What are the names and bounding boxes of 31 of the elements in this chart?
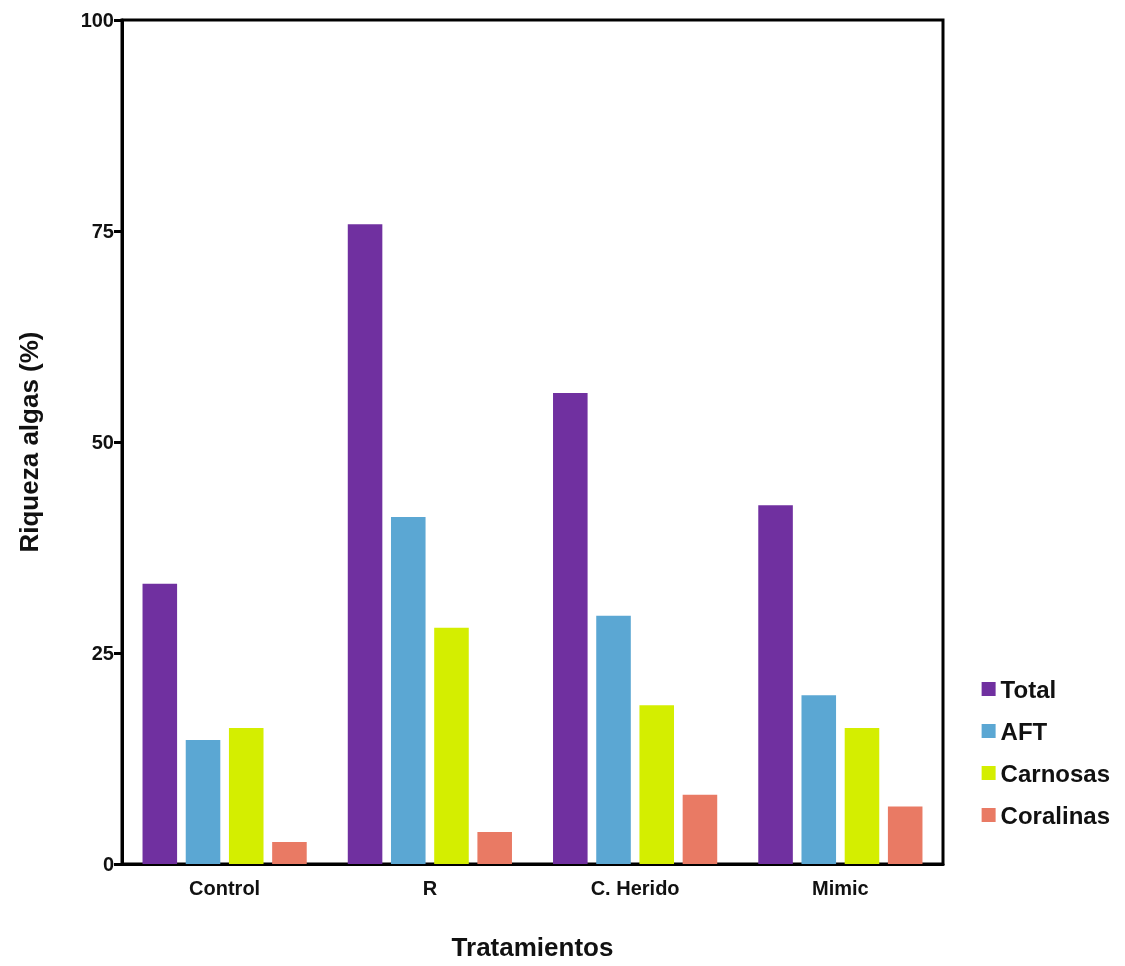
y-tick-label: 25 <box>91 642 114 664</box>
bar <box>596 615 631 864</box>
bar <box>142 583 178 864</box>
x-tick-label: C. Herido <box>590 877 680 899</box>
bar <box>477 831 512 864</box>
y-tick-label: 50 <box>91 431 114 453</box>
x-axis-title: Tratamientos <box>451 932 614 962</box>
bar <box>758 505 793 864</box>
bar <box>639 705 675 864</box>
y-tick-label: 0 <box>102 853 114 875</box>
bar <box>801 695 837 864</box>
bar <box>347 224 383 864</box>
legend-label: Carnosas <box>1000 759 1111 787</box>
bar <box>553 393 588 864</box>
bar <box>185 739 221 864</box>
bar <box>434 627 469 864</box>
legend-label: Coralinas <box>1000 801 1110 829</box>
x-tick-label: Mimic <box>812 877 869 899</box>
y-tick-label: 100 <box>80 9 114 31</box>
x-tick-label: Control <box>189 877 261 899</box>
bar <box>844 728 880 864</box>
y-axis-title: Riqueza algas (%) <box>14 331 44 553</box>
y-tick-label: 75 <box>91 220 114 242</box>
bar <box>887 806 923 864</box>
bar <box>390 517 426 864</box>
bar <box>272 842 307 864</box>
bar <box>228 728 264 864</box>
legend-label: AFT <box>1000 717 1048 745</box>
x-tick-label: R <box>422 877 438 899</box>
bar <box>682 794 718 864</box>
legend-label: Total <box>1000 675 1057 703</box>
